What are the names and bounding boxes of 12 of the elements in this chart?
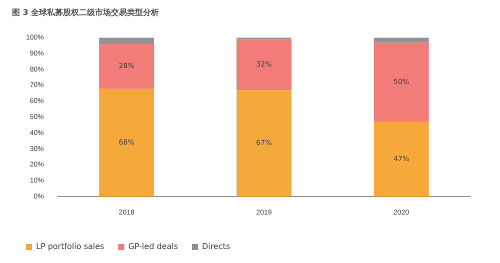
bar [99,38,154,44]
bar [236,39,292,90]
bar [374,38,429,42]
legend-label: LP portfolio sales [36,242,104,252]
legend-label: GP-led deals [128,242,178,252]
bar [99,88,154,197]
legend-label: Directs [202,242,230,252]
bar [99,44,154,88]
bar [236,90,292,197]
bar [374,42,429,122]
chart-title: 图 3 全球私募股权二级市场交易类型分析 [12,6,160,17]
bar [374,122,429,197]
